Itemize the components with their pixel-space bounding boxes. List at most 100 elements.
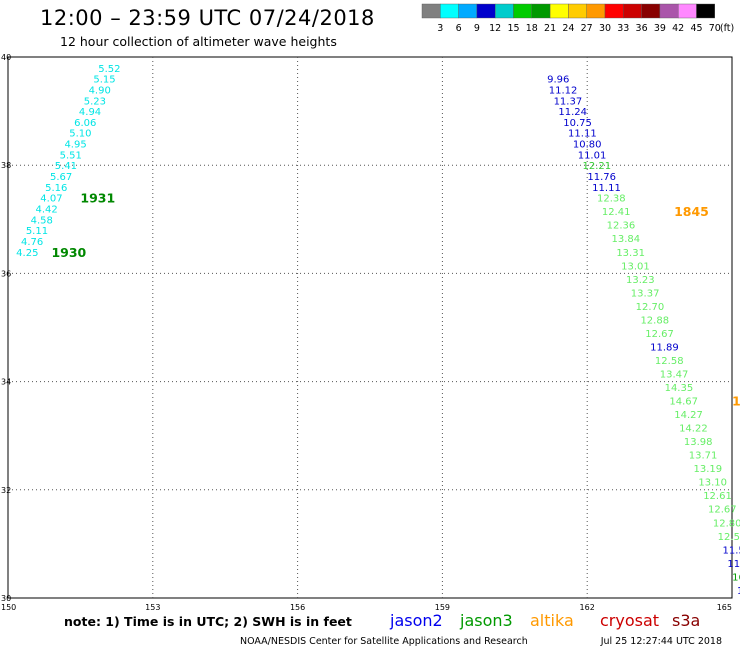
satellite-legend-cryosat: cryosat <box>600 611 659 630</box>
wave-height-value: 12.38 <box>597 194 626 205</box>
legend-label: 27 <box>581 23 593 34</box>
wave-height-value: 13.84 <box>611 234 640 245</box>
wave-height-value: 13.31 <box>616 248 645 259</box>
wave-height-value: 12.58 <box>655 356 684 367</box>
legend-label: 3 <box>437 23 443 34</box>
legend-swatch <box>421 3 441 19</box>
color-legend: 3 6 9 12 15 18 21 24 27 30 33 36 39 42 45 70 (ft) <box>421 3 734 34</box>
wave-height-value: 10.80 <box>573 140 602 151</box>
wave-height-value: 14.27 <box>674 410 703 421</box>
page-title: 12:00 – 23:59 UTC 07/24/2018 <box>40 6 375 30</box>
satellite-tracks: 5.525.154.905.234.946.065.104.955.515.41… <box>16 64 740 597</box>
legend-swatch <box>604 3 624 19</box>
lat-tick-label: 34 <box>1 378 11 387</box>
wave-height-value: 13.19 <box>694 464 723 475</box>
wave-height-value: 13.98 <box>684 437 713 448</box>
wave-height-value: 4.94 <box>79 107 101 118</box>
legend-swatch <box>549 3 569 19</box>
legend-swatch <box>623 3 642 19</box>
wave-height-value: 11.57 <box>723 545 740 556</box>
lon-tick-label: 156 <box>290 603 305 612</box>
wave-height-value: 14.22 <box>679 424 708 435</box>
lat-tick-label: 36 <box>1 269 11 278</box>
pass-time-label: 1931 <box>80 191 115 206</box>
wave-height-value: 5.23 <box>84 96 106 107</box>
legend-label: 33 <box>617 23 629 34</box>
wave-height-value: 11.12 <box>549 85 578 96</box>
footer-timestamp: Jul 25 12:27:44 UTC 2018 <box>600 636 722 647</box>
legend-label: 70 <box>709 23 721 34</box>
map-frame <box>7 56 733 599</box>
satellite-legend-jason3: jason3 <box>459 611 513 630</box>
legend-swatch <box>458 3 478 19</box>
legend-swatch <box>476 3 496 19</box>
satellite-legend-altika: altika <box>530 611 574 630</box>
footer-credit: NOAA/NESDIS Center for Satellite Applica… <box>240 636 528 647</box>
legend-label: 36 <box>636 23 648 34</box>
legend-label: 15 <box>507 23 519 34</box>
lon-tick-label: 153 <box>145 603 160 612</box>
wave-height-value: 5.52 <box>98 64 120 75</box>
wave-height-value: 4.07 <box>40 194 62 205</box>
pass-time-label: 1844 <box>732 394 740 409</box>
legend-label: 45 <box>690 23 702 34</box>
wave-height-value: 12.70 <box>636 302 665 313</box>
wave-height-value: 9.96 <box>547 75 569 86</box>
wave-height-value: 11.20 <box>737 586 740 597</box>
wave-height-value: 4.58 <box>31 215 53 226</box>
map-grid <box>7 56 733 599</box>
legend-swatch <box>586 3 606 19</box>
legend-label: 30 <box>599 23 611 34</box>
legend-label: 42 <box>672 23 684 34</box>
legend-swatch <box>531 3 551 19</box>
lat-tick-label: 38 <box>1 161 11 170</box>
wave-height-value: 14.35 <box>665 383 694 394</box>
legend-label: 24 <box>562 23 574 34</box>
lat-tick-label: 32 <box>1 486 11 495</box>
wave-height-value: 11.61 <box>727 559 740 570</box>
wave-height-value: 10.75 <box>563 118 592 129</box>
legend-unit: (ft) <box>720 23 734 34</box>
wave-height-value: 12.21 <box>583 161 612 172</box>
wave-height-value: 12.61 <box>703 491 732 502</box>
time-labels: 1931193018451844184 <box>51 191 740 409</box>
legend-swatch <box>641 3 661 19</box>
wave-height-value: 4.42 <box>35 204 57 215</box>
wave-height-value: 12.67 <box>708 505 737 516</box>
wave-height-value: 5.15 <box>93 75 115 86</box>
wave-height-value: 13.71 <box>689 451 718 462</box>
wave-height-value: 16.12 <box>732 572 740 583</box>
legend-swatch <box>678 3 697 19</box>
lon-tick-label: 165 <box>717 603 732 612</box>
legend-swatch <box>440 3 459 19</box>
lon-tick-label: 150 <box>1 603 16 612</box>
wave-height-value: 13.10 <box>698 478 727 489</box>
wave-height-value: 13.23 <box>626 275 655 286</box>
wave-height-value: 4.25 <box>16 248 38 259</box>
lon-tick-label: 162 <box>580 603 595 612</box>
wave-height-value: 4.90 <box>89 85 111 96</box>
wave-height-value: 11.11 <box>568 129 597 140</box>
wave-height-value: 13.37 <box>631 288 660 299</box>
satellite-legend-s3a: s3a <box>672 611 700 630</box>
footer: note: 1) Time is in UTC; 2) SWH is in fe… <box>64 611 722 647</box>
axis-ticks: 150 153 156 159 162 165 40 38 36 34 32 30 <box>1 53 732 612</box>
wave-height-value: 11.11 <box>592 183 621 194</box>
lat-tick-label: 30 <box>1 594 11 603</box>
wave-height-value: 4.76 <box>21 237 43 248</box>
satellite-legend-jason2: jason2 <box>389 611 443 630</box>
page-subtitle: 12 hour collection of altimeter wave hei… <box>60 34 337 49</box>
wave-height-value: 12.88 <box>640 315 669 326</box>
wave-height-value: 6.06 <box>74 118 96 129</box>
legend-label: 9 <box>474 23 480 34</box>
wave-height-value: 11.37 <box>554 96 583 107</box>
wave-height-value: 5.10 <box>69 129 91 140</box>
legend-label: 39 <box>654 23 666 34</box>
legend-swatch <box>513 3 532 19</box>
wave-height-value: 12.80 <box>713 518 740 529</box>
legend-swatch <box>568 3 587 19</box>
lon-tick-label: 159 <box>435 603 450 612</box>
legend-swatch <box>659 3 679 19</box>
wave-height-value: 5.67 <box>50 172 72 183</box>
